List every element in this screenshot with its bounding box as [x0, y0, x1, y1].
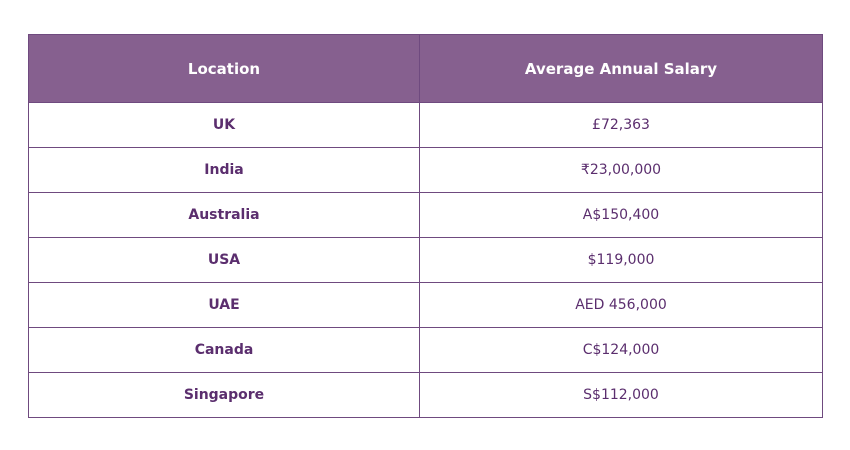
- table-row: Singapore S$112,000: [28, 372, 823, 418]
- table-row: India ₹23,00,000: [28, 147, 823, 193]
- location-cell: UAE: [28, 282, 420, 328]
- salary-cell: £72,363: [419, 102, 823, 148]
- table-row: USA $119,000: [28, 237, 823, 283]
- salary-cell: C$124,000: [419, 327, 823, 373]
- table-row: Australia A$150,400: [28, 192, 823, 238]
- header-row: Location Average Annual Salary: [28, 34, 823, 103]
- location-cell: Australia: [28, 192, 420, 238]
- salary-cell: S$112,000: [419, 372, 823, 418]
- table-row: UAE AED 456,000: [28, 282, 823, 328]
- salary-table: Location Average Annual Salary UK £72,36…: [28, 34, 823, 418]
- table-row: UK £72,363: [28, 102, 823, 148]
- table-body: UK £72,363 India ₹23,00,000 Australia A$…: [28, 102, 823, 418]
- location-cell: India: [28, 147, 420, 193]
- salary-cell: AED 456,000: [419, 282, 823, 328]
- salary-cell: ₹23,00,000: [419, 147, 823, 193]
- location-cell: Canada: [28, 327, 420, 373]
- location-cell: USA: [28, 237, 420, 283]
- location-cell: UK: [28, 102, 420, 148]
- table-row: Canada C$124,000: [28, 327, 823, 373]
- header-location: Location: [28, 34, 420, 103]
- table-header: Location Average Annual Salary: [28, 34, 823, 103]
- salary-cell: $119,000: [419, 237, 823, 283]
- salary-cell: A$150,400: [419, 192, 823, 238]
- location-cell: Singapore: [28, 372, 420, 418]
- header-average-annual-salary: Average Annual Salary: [419, 34, 823, 103]
